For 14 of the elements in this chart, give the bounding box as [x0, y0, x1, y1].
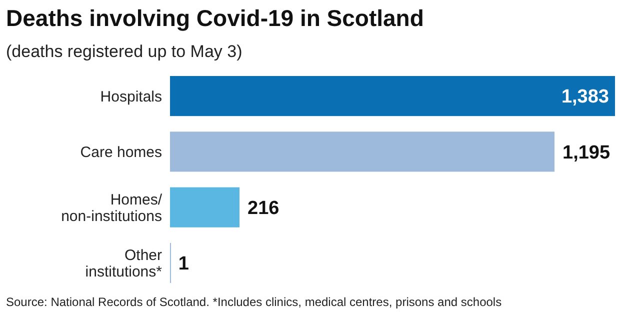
bar	[170, 76, 615, 116]
bar	[170, 132, 555, 172]
y-tick-label: Hospitals	[100, 88, 162, 106]
y-tick-label: Homes/ non-institutions	[61, 191, 163, 225]
bar	[170, 187, 240, 228]
y-tick-label: Care homes	[80, 144, 162, 161]
data-label: 1,195	[562, 142, 610, 164]
data-label: 1,383	[561, 86, 609, 108]
data-label: 1	[178, 254, 190, 275]
source-note: Source: National Records of Scotland. *Includes clinics, medical centres, prisons and schools	[6, 295, 502, 309]
chart-subtitle: (deaths registered up to May 3)	[6, 42, 242, 61]
data-label: 216	[248, 198, 280, 219]
chart-title: Deaths involving Covid-19 in Scotland	[6, 5, 424, 31]
y-tick-label: Other institutions*	[85, 246, 162, 280]
